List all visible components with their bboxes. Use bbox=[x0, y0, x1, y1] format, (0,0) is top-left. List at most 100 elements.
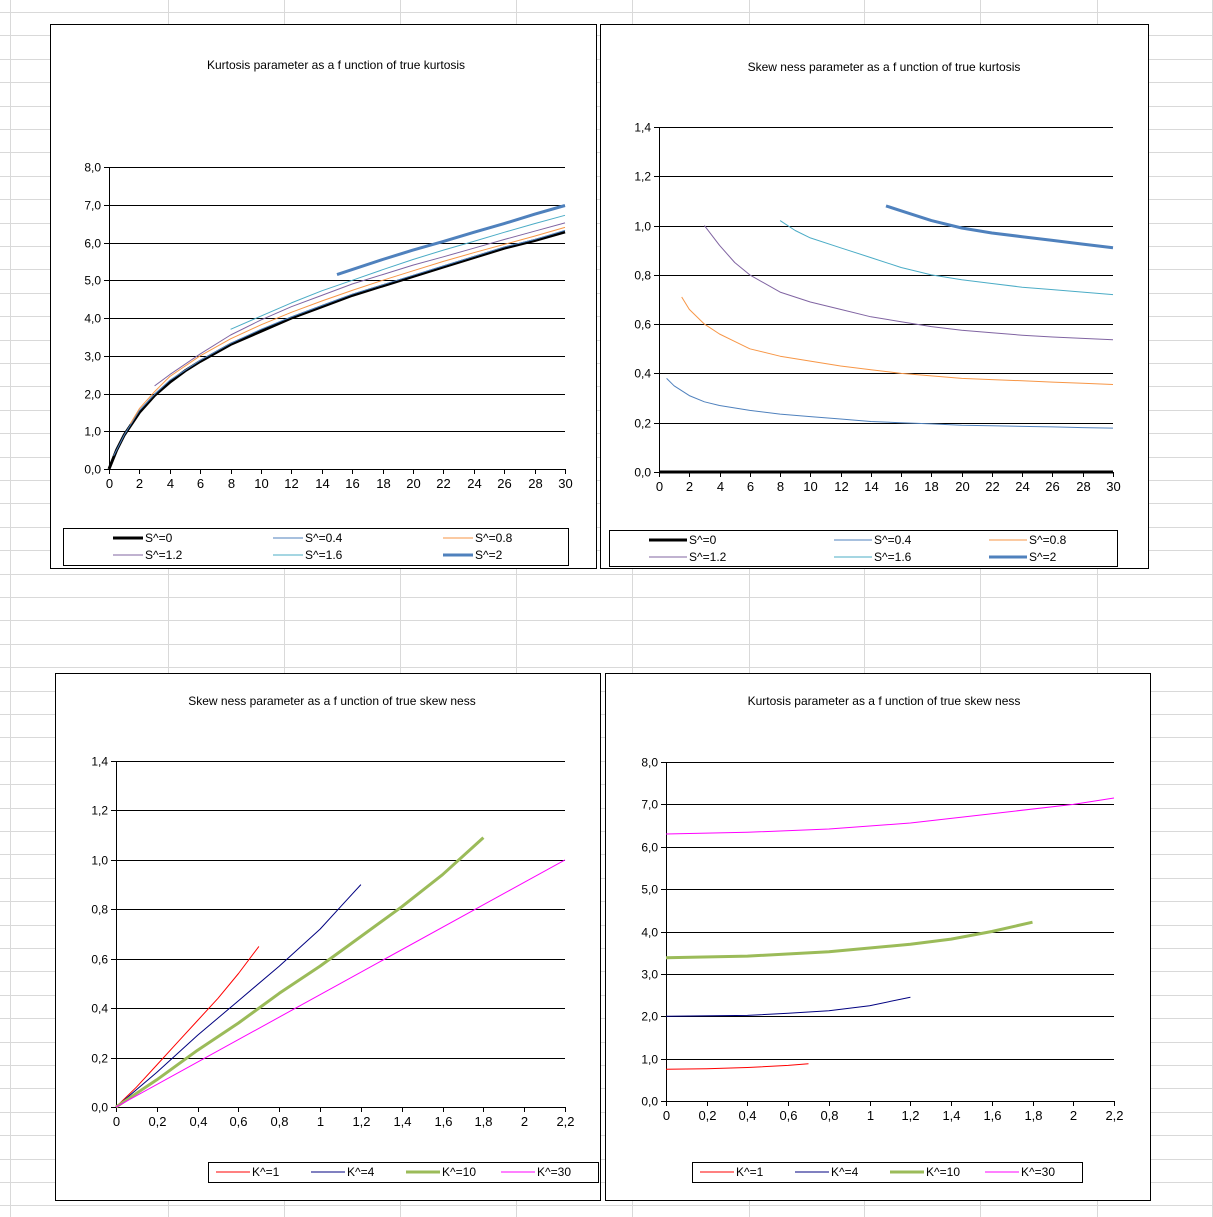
y-tick-label: 0,2 bbox=[91, 1052, 108, 1066]
legend-label: S^=0.8 bbox=[1029, 533, 1067, 547]
legend-label: K^=30 bbox=[1021, 1165, 1055, 1179]
x-tick-label: 4 bbox=[717, 479, 724, 494]
x-tick-label: 0,2 bbox=[698, 1108, 716, 1123]
series-line-S^=0.4 bbox=[113, 229, 566, 457]
x-tick-label: 30 bbox=[1106, 479, 1120, 494]
y-tick-label: 0,6 bbox=[91, 953, 108, 967]
x-tick-label: 1,6 bbox=[434, 1114, 452, 1129]
chart-skewness-vs-true-skewness[interactable]: Skew ness parameter as a f unction of tr… bbox=[55, 673, 601, 1201]
y-tick-label: 3,0 bbox=[641, 968, 658, 982]
legend-label: S^=0.8 bbox=[475, 531, 513, 545]
x-tick-label: 1,2 bbox=[352, 1114, 370, 1129]
legend-label: K^=1 bbox=[252, 1165, 280, 1179]
x-tick-label: 0 bbox=[113, 1114, 120, 1129]
series-line-S^=0.4 bbox=[666, 378, 1114, 429]
series-line-K^=30 bbox=[115, 859, 566, 1108]
x-tick-label: 26 bbox=[1045, 479, 1059, 494]
legend-label: S^=2 bbox=[475, 548, 503, 562]
series-line-K^=10 bbox=[115, 836, 485, 1109]
x-tick-label: 24 bbox=[467, 476, 481, 491]
x-tick-label: 2 bbox=[136, 476, 143, 491]
chart-title: Kurtosis parameter as a f unction of tru… bbox=[207, 58, 465, 72]
x-tick-label: 4 bbox=[167, 476, 174, 491]
legend: K^=1 K^=4 K^=10 K^=30 bbox=[208, 1162, 599, 1183]
y-tick-label: 1,0 bbox=[641, 1053, 658, 1067]
series-line-S^=0.8 bbox=[129, 226, 566, 424]
y-tick-label: 1,2 bbox=[634, 170, 651, 184]
x-tick-label: 6 bbox=[747, 479, 754, 494]
x-tick-label: 14 bbox=[864, 479, 878, 494]
chart-title: Kurtosis parameter as a f unction of tru… bbox=[748, 694, 1021, 708]
x-tick-label: 20 bbox=[955, 479, 969, 494]
series-line-K^=1 bbox=[115, 946, 260, 1108]
x-tick-label: 0,8 bbox=[270, 1114, 288, 1129]
legend-label: K^=10 bbox=[926, 1165, 960, 1179]
series-line-S^=1.6 bbox=[779, 220, 1114, 296]
x-tick-label: 20 bbox=[406, 476, 420, 491]
series-line-S^=2 bbox=[885, 204, 1114, 250]
x-tick-label: 0,4 bbox=[738, 1108, 756, 1123]
y-tick-label: 1,0 bbox=[634, 220, 651, 234]
x-tick-label: 10 bbox=[254, 476, 268, 491]
chart-svg: Kurtosis parameter as a f unction of tru… bbox=[63, 58, 573, 566]
x-tick-label: 1,2 bbox=[901, 1108, 919, 1123]
y-tick-label: 0,8 bbox=[634, 269, 651, 283]
legend-label: S^=0.4 bbox=[305, 531, 343, 545]
x-tick-label: 14 bbox=[315, 476, 329, 491]
x-tick-label: 22 bbox=[436, 476, 450, 491]
x-tick-label: 0 bbox=[663, 1108, 670, 1123]
x-tick-label: 2,2 bbox=[556, 1114, 574, 1129]
legend-label: S^=0.4 bbox=[874, 533, 912, 547]
y-tick-label: 8,0 bbox=[84, 161, 101, 175]
y-tick-label: 6,0 bbox=[84, 237, 101, 251]
legend-label: K^=30 bbox=[537, 1165, 571, 1179]
y-tick-label: 0,0 bbox=[91, 1101, 108, 1115]
x-tick-label: 12 bbox=[834, 479, 848, 494]
x-tick-label: 0 bbox=[656, 479, 663, 494]
y-tick-label: 5,0 bbox=[641, 883, 658, 897]
y-tick-label: 0,4 bbox=[91, 1002, 108, 1016]
chart-skewness-vs-true-kurtosis[interactable]: Skew ness parameter as a f unction of tr… bbox=[600, 24, 1149, 569]
legend-box bbox=[208, 1162, 599, 1183]
y-tick-label: 1,4 bbox=[91, 755, 108, 769]
y-tick-label: 6,0 bbox=[641, 841, 658, 855]
x-tick-label: 0,6 bbox=[229, 1114, 247, 1129]
x-tick-label: 0,4 bbox=[189, 1114, 207, 1129]
y-tick-label: 0,8 bbox=[91, 903, 108, 917]
chart-svg: Kurtosis parameter as a f unction of tru… bbox=[641, 694, 1124, 1183]
chart-kurtosis-vs-true-skewness[interactable]: Kurtosis parameter as a f unction of tru… bbox=[605, 673, 1151, 1201]
legend: K^=1 K^=4 K^=10 K^=30 bbox=[692, 1162, 1083, 1183]
legend-label: S^=1.6 bbox=[305, 548, 343, 562]
series-line-S^=2 bbox=[336, 204, 566, 277]
y-tick-label: 0,2 bbox=[634, 417, 651, 431]
legend-label: S^=0 bbox=[145, 531, 173, 545]
chart-kurtosis-vs-true-kurtosis[interactable]: Kurtosis parameter as a f unction of tru… bbox=[50, 24, 597, 569]
y-tick-label: 7,0 bbox=[641, 798, 658, 812]
y-tick-label: 1,0 bbox=[91, 854, 108, 868]
x-tick-label: 30 bbox=[558, 476, 572, 491]
y-tick-label: 1,2 bbox=[91, 804, 108, 818]
x-tick-label: 1,4 bbox=[393, 1114, 411, 1129]
series-line-K^=4 bbox=[665, 996, 911, 1017]
series-line-S^=0 bbox=[107, 230, 566, 470]
x-tick-label: 28 bbox=[528, 476, 542, 491]
y-tick-label: 8,0 bbox=[641, 756, 658, 770]
x-tick-label: 2 bbox=[1070, 1108, 1077, 1123]
x-tick-label: 16 bbox=[894, 479, 908, 494]
x-tick-label: 10 bbox=[803, 479, 817, 494]
series-line-S^=0.8 bbox=[681, 296, 1114, 385]
y-tick-label: 4,0 bbox=[84, 312, 101, 326]
x-tick-label: 26 bbox=[497, 476, 511, 491]
series-line-S^=1.2 bbox=[704, 225, 1114, 341]
x-tick-label: 1,6 bbox=[983, 1108, 1001, 1123]
y-tick-label: 0,0 bbox=[84, 463, 101, 477]
x-tick-label: 12 bbox=[284, 476, 298, 491]
legend-label: S^=0 bbox=[689, 533, 717, 547]
x-tick-label: 2,2 bbox=[1105, 1108, 1123, 1123]
x-tick-label: 0,8 bbox=[820, 1108, 838, 1123]
chart-svg: Skew ness parameter as a f unction of tr… bbox=[609, 60, 1121, 567]
x-tick-label: 6 bbox=[197, 476, 204, 491]
x-tick-label: 2 bbox=[686, 479, 693, 494]
legend-label: K^=4 bbox=[831, 1165, 859, 1179]
